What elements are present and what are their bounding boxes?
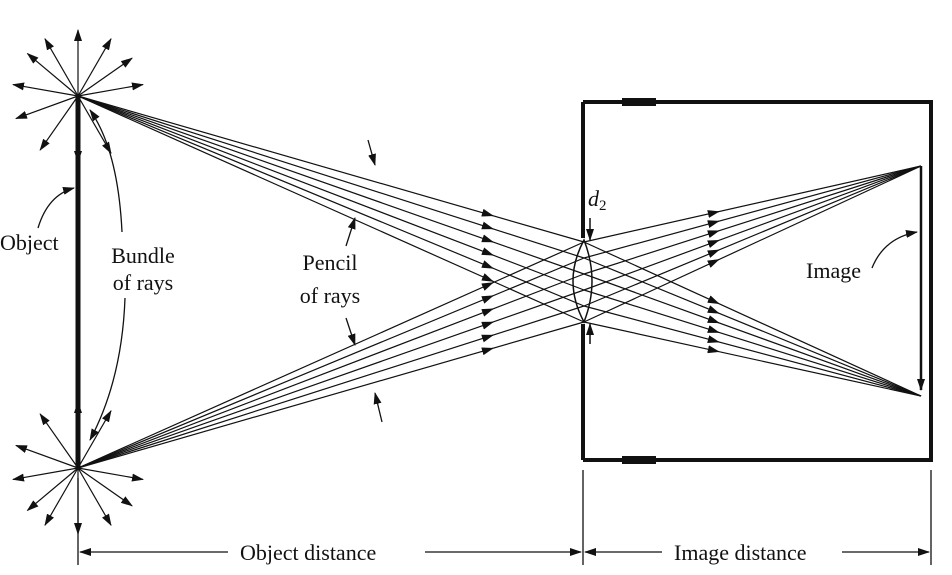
ray-arrowhead: [481, 260, 494, 269]
ray-arrowhead: [481, 295, 494, 304]
radiating-ray: [39, 413, 79, 469]
pencil-top-arrow-lower: [345, 217, 356, 247]
object-callout: [37, 187, 75, 229]
pencil-top-arrow-upper: [367, 139, 376, 166]
ray: [77, 289, 585, 469]
ray: [77, 321, 585, 469]
lens: [572, 238, 593, 324]
ray-arrowhead: [481, 208, 494, 217]
radiating-ray: [77, 95, 112, 155]
radiating-ray: [77, 37, 112, 97]
ray: [77, 95, 585, 307]
bundle-callout-lower: [89, 297, 126, 441]
ray: [583, 257, 922, 397]
ray: [77, 95, 585, 323]
ray: [583, 273, 922, 397]
radiating-ray: [26, 467, 79, 512]
camera-box: [581, 98, 933, 464]
pencil-bottom-arrow-lower: [373, 392, 383, 423]
ray: [77, 305, 585, 469]
ray: [77, 95, 585, 243]
bundle-of-rays-label-line2: of rays: [112, 270, 174, 295]
ray-arrowhead: [707, 259, 720, 268]
aperture-subscript: 2: [599, 198, 607, 214]
ray-arrowhead: [707, 295, 720, 305]
ray: [583, 289, 922, 397]
ray-arrowhead: [707, 345, 720, 354]
ray-arrowhead: [707, 230, 720, 238]
radiating-ray: [77, 467, 133, 507]
ray: [583, 165, 922, 243]
radiating-ray: [39, 95, 79, 151]
radiating-ray: [44, 37, 79, 97]
ray-arrowhead: [481, 247, 494, 256]
ray-arrowhead: [707, 249, 720, 258]
ray-arrowhead: [481, 321, 494, 330]
radiating-ray: [15, 444, 79, 469]
ray-arrowhead: [707, 239, 720, 248]
pencil-bottom-arrow-upper: [345, 317, 356, 346]
ray-arrowhead: [481, 347, 494, 356]
aperture-symbol: d: [588, 186, 599, 211]
top-point-radiating-rays: [12, 29, 144, 163]
ray: [583, 165, 922, 323]
radiating-ray: [26, 52, 79, 97]
ray-pencil-from-top-point: [77, 95, 922, 397]
ray: [583, 165, 922, 307]
image-label: Image: [806, 258, 861, 283]
ray: [77, 257, 585, 469]
ray-arrowhead: [481, 334, 494, 343]
ray-arrowhead: [707, 315, 720, 324]
radiating-ray: [77, 57, 133, 97]
radiating-ray: [12, 82, 79, 97]
radiating-ray: [77, 467, 144, 482]
distance-dimensions: [77, 470, 932, 565]
ray: [583, 305, 922, 397]
ray-arrowhead: [481, 282, 494, 291]
ray-arrowhead: [481, 234, 494, 243]
ray-arrowhead: [707, 305, 720, 314]
ray: [583, 165, 922, 275]
radiating-ray: [77, 467, 112, 527]
bundle-callout-upper: [89, 109, 123, 233]
object-distance-label: Object distance: [236, 540, 381, 566]
bundle-of-rays-label-line1: Bundle: [111, 243, 175, 268]
ray: [583, 165, 922, 291]
aperture-d2-label: d2: [588, 186, 607, 219]
ray-arrowhead: [707, 335, 720, 344]
object-label: Object: [0, 230, 59, 255]
ray: [583, 165, 922, 259]
ray: [77, 95, 585, 259]
radiating-ray: [44, 467, 79, 527]
pencil-of-rays-label-line2: of rays: [299, 283, 361, 308]
radiating-ray: [15, 95, 79, 120]
ray-arrowhead: [707, 325, 720, 333]
ray: [583, 241, 922, 397]
ray-pencil-from-bottom-point: [77, 165, 922, 469]
image-callout: [871, 230, 918, 269]
radiating-ray: [12, 467, 79, 482]
ray: [77, 95, 585, 291]
ray-arrowhead: [707, 220, 720, 228]
ray: [77, 95, 585, 275]
ray: [77, 273, 585, 469]
image-distance-label: Image distance: [670, 540, 811, 566]
ray-arrowhead: [481, 221, 494, 230]
ray-arrowhead: [707, 210, 720, 218]
ray: [583, 321, 922, 397]
ray-arrowhead: [481, 308, 494, 317]
pencil-of-rays-label-line1: Pencil: [302, 250, 358, 275]
radiating-ray: [77, 82, 144, 97]
ray-arrowhead: [481, 273, 494, 282]
ray: [77, 241, 585, 469]
